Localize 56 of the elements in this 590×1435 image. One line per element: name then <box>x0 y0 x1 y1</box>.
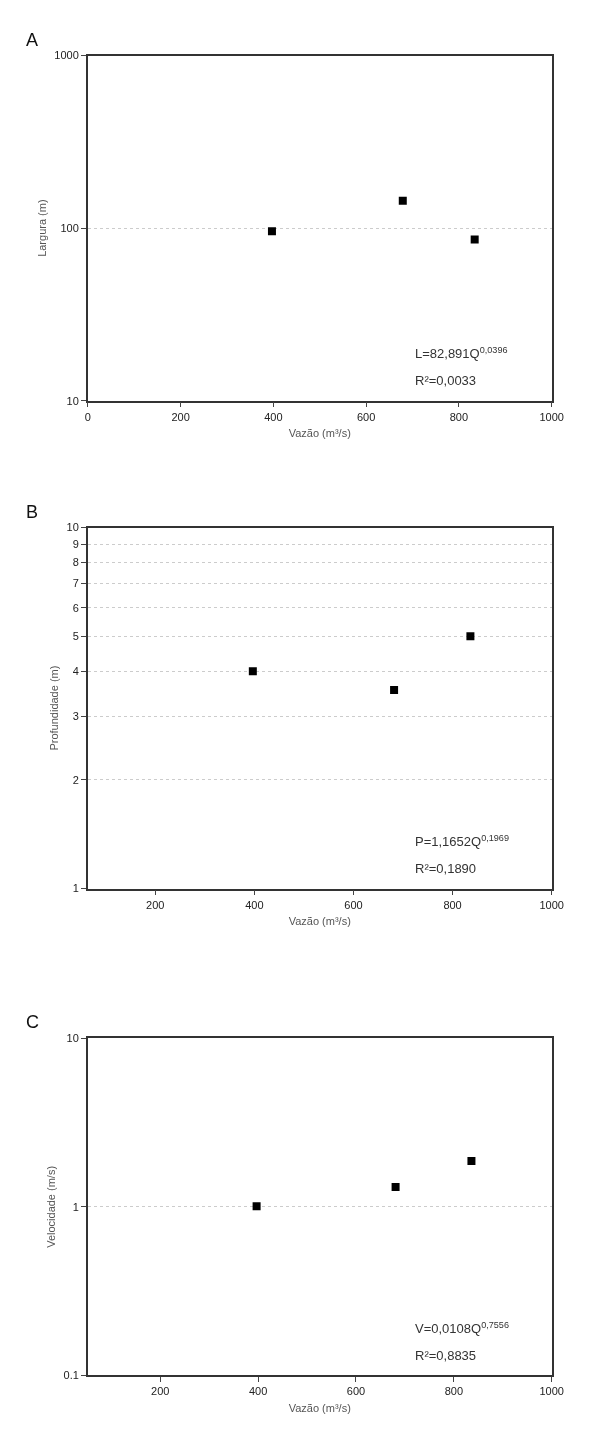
y-tick-label: 10 <box>66 1032 79 1045</box>
x-tick-label: 200 <box>151 1385 170 1398</box>
x-tick-label: 600 <box>356 410 376 423</box>
chart-title: A <box>26 30 39 50</box>
x-tick-label: 200 <box>171 410 190 423</box>
y-tick-label: 10 <box>66 394 79 407</box>
point <box>398 196 407 205</box>
y-tick-label: 0.1 <box>63 1369 79 1382</box>
y-tick-label: 2 <box>72 773 79 786</box>
x-tick-label: 800 <box>444 1385 463 1398</box>
point <box>267 227 276 236</box>
y-tick-label: 8 <box>72 556 79 569</box>
y-tick-label: 5 <box>72 630 79 643</box>
x-axis-title: Vazão (m³/s) <box>288 427 351 440</box>
annotation: R²=0,0033 <box>415 373 477 388</box>
y-tick-label: 7 <box>72 577 79 590</box>
x-tick-label: 200 <box>146 898 165 911</box>
point <box>252 1202 261 1211</box>
y-tick-label: 3 <box>72 710 79 723</box>
x-tick-label: 1000 <box>539 410 564 423</box>
y-axis-title: Largura (m) <box>35 199 48 257</box>
annotation: P=1,1652Q$^{0,1969}$ <box>415 833 509 850</box>
annotation: L=82,891Q$^{0,0396}$ <box>415 345 508 362</box>
x-tick-label: 0 <box>84 410 91 423</box>
annotation: R²=0,8835 <box>415 1348 477 1363</box>
point <box>466 632 475 641</box>
y-tick-label: 100 <box>60 221 79 234</box>
x-tick-label: 600 <box>344 898 363 911</box>
point <box>248 667 257 676</box>
x-tick-label: 600 <box>346 1385 366 1398</box>
x-tick-label: 1000 <box>539 898 564 911</box>
x-axis-title: Vazão (m³/s) <box>288 915 351 928</box>
point <box>390 685 399 694</box>
annotation: V=0,0108Q$^{0,7556}$ <box>415 1320 509 1337</box>
y-tick-label: 9 <box>72 537 79 550</box>
y-tick-label: 6 <box>72 601 79 614</box>
y-tick-label: 1 <box>72 882 79 895</box>
annotation: R²=0,1890 <box>415 861 477 876</box>
x-axis-title: Vazão (m³/s) <box>288 1402 351 1415</box>
y-tick-label: 1000 <box>54 49 79 62</box>
chart-title: B <box>26 502 39 522</box>
x-tick-label: 400 <box>245 898 264 911</box>
point <box>470 235 479 244</box>
y-axis-title: Profundidade (m) <box>47 665 60 751</box>
x-tick-label: 800 <box>449 410 469 423</box>
y-tick-label: 4 <box>72 665 79 678</box>
x-tick-label: 400 <box>264 410 283 423</box>
y-tick-label: 1 <box>72 1200 79 1213</box>
x-tick-label: 800 <box>443 898 462 911</box>
x-tick-label: 400 <box>248 1385 268 1398</box>
y-axis-title: Velocidade (m/s) <box>44 1165 57 1248</box>
x-tick-label: 1000 <box>539 1385 564 1398</box>
chart-title: C <box>26 1012 39 1032</box>
point <box>467 1157 476 1166</box>
y-tick-label: 10 <box>66 521 79 534</box>
point <box>391 1183 400 1192</box>
